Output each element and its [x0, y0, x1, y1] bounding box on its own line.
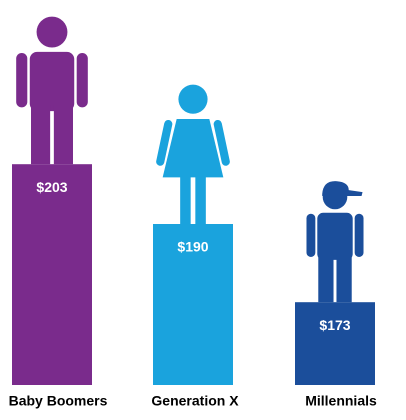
value-label: $203 [36, 179, 67, 195]
x-tick-label: Generation X [151, 393, 239, 409]
person-icon [16, 16, 88, 165]
dress [162, 119, 224, 178]
leg [180, 175, 191, 224]
bar [295, 302, 375, 385]
bar [12, 164, 92, 385]
person-icon [306, 181, 364, 303]
torso [317, 212, 353, 260]
arm [76, 53, 88, 108]
arm [306, 213, 316, 257]
value-label: $173 [319, 317, 350, 333]
x-tick-label: Baby Boomers [9, 393, 108, 409]
leg [318, 255, 334, 303]
arm [16, 53, 28, 108]
value-label: $190 [177, 239, 208, 255]
head [36, 16, 68, 48]
arm [354, 213, 364, 257]
leg [195, 175, 206, 224]
leg [336, 255, 352, 303]
person-icon [156, 84, 230, 224]
leg [31, 104, 51, 165]
leg [53, 104, 73, 165]
arm [156, 119, 173, 166]
torso [29, 51, 75, 112]
head [178, 84, 208, 114]
arm [213, 119, 230, 166]
bar [153, 224, 233, 385]
x-tick-label: Millennials [305, 393, 377, 409]
cap [322, 181, 363, 196]
